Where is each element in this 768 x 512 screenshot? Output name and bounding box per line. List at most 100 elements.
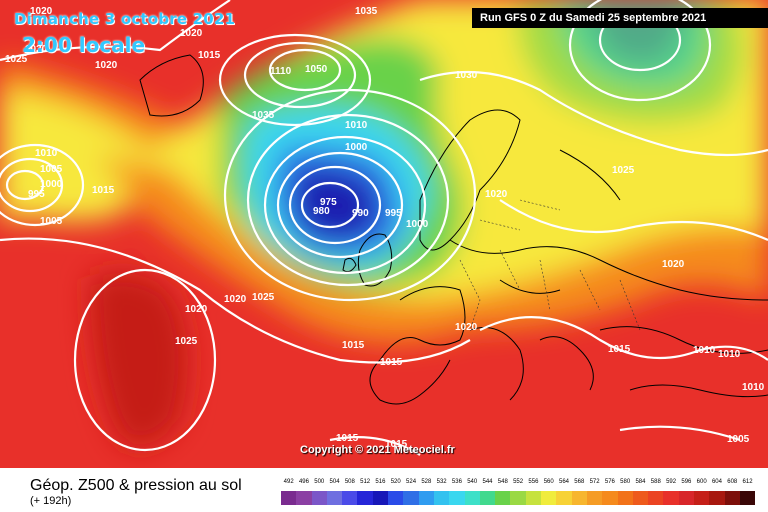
scale-swatch xyxy=(479,491,496,505)
scale-swatch xyxy=(571,491,587,505)
isobar-label: 1015 xyxy=(380,357,403,368)
scale-label: 492 xyxy=(283,479,294,485)
scale-swatch xyxy=(311,491,327,505)
forecast-date: Dimanche 3 octobre 2021 xyxy=(14,10,236,28)
scale-cell: 500 xyxy=(311,479,327,509)
scale-label: 504 xyxy=(329,479,340,485)
isobar-label: 1010 xyxy=(35,148,58,159)
scale-swatch xyxy=(556,491,572,505)
scale-label: 496 xyxy=(298,479,309,485)
scale-swatch xyxy=(632,491,649,505)
scale-cell: 604 xyxy=(709,479,725,509)
isobar-label: 1015 xyxy=(342,340,365,351)
scale-swatch xyxy=(464,491,480,505)
isobar-label: 1000 xyxy=(406,219,429,230)
scale-swatch xyxy=(541,491,557,505)
scale-swatch xyxy=(388,491,404,505)
scale-swatch xyxy=(418,491,434,505)
scale-swatch xyxy=(602,491,618,505)
scale-label: 600 xyxy=(696,479,707,485)
scale-label: 576 xyxy=(604,479,615,485)
scale-label: 516 xyxy=(375,479,386,485)
isobar-label: 1020 xyxy=(180,28,203,39)
isobar-label: 1020 xyxy=(485,189,508,200)
scale-cell: 524 xyxy=(403,479,419,509)
scale-cell: 600 xyxy=(694,479,710,509)
coastlines xyxy=(139,54,768,405)
isobar-label: 990 xyxy=(352,208,369,219)
isobar-label: 1015 xyxy=(608,344,631,355)
isobar-label: 1010 xyxy=(718,349,741,360)
scale-swatch xyxy=(617,491,633,505)
color-scale: 492 496 500 504 508 512 516 520 524 528 532 536 540 5… xyxy=(281,479,756,509)
scale-swatch xyxy=(372,491,389,505)
scale-swatch xyxy=(525,491,542,505)
scale-cell: 496 xyxy=(296,479,312,509)
scale-label: 560 xyxy=(543,479,554,485)
isobar-label: 1000 xyxy=(345,142,368,153)
scale-label: 556 xyxy=(528,479,539,485)
isobar-label: 1110 xyxy=(270,66,292,77)
forecast-time: 2:00 locale xyxy=(22,33,146,57)
isobar-label: 1030 xyxy=(455,70,478,81)
scale-swatch xyxy=(663,491,679,505)
scale-label: 604 xyxy=(711,479,722,485)
scale-label: 568 xyxy=(574,479,585,485)
scale-swatch xyxy=(495,491,511,505)
scale-cell: 536 xyxy=(449,479,465,509)
isobar-label: 995 xyxy=(385,208,402,219)
scale-swatch xyxy=(709,491,725,505)
isobar-label: 1000 xyxy=(40,179,63,190)
map-canvas: 1020 1025 1020 1035 1020 1030 1015 1110 1050 1035… xyxy=(0,0,768,468)
isobar-label: 1035 xyxy=(252,110,275,121)
scale-cell: 532 xyxy=(433,479,450,509)
scale-cell: 512 xyxy=(357,479,373,509)
scale-label: 552 xyxy=(513,479,524,485)
scale-cell: 608 xyxy=(724,479,740,509)
scale-cell: 556 xyxy=(525,479,542,509)
pressure-labels: 1020 1025 1020 1035 1020 1030 1015 1110 1050 1035… xyxy=(5,6,765,450)
scale-swatch xyxy=(403,491,419,505)
isobar-label: 980 xyxy=(313,206,330,217)
isobar-label: 1015 xyxy=(336,433,359,444)
scale-label: 508 xyxy=(344,479,355,485)
scale-cell: 588 xyxy=(648,479,664,509)
scale-swatch xyxy=(326,491,343,505)
scale-cell: 592 xyxy=(663,479,679,509)
scale-swatch xyxy=(724,491,740,505)
scale-cell: 612 xyxy=(739,479,756,509)
borders xyxy=(459,199,641,331)
copyright: Copyright © 2021 Meteociel.fr xyxy=(300,444,455,456)
scale-cell: 540 xyxy=(464,479,480,509)
isobar-label: 1020 xyxy=(662,259,685,270)
isobar-label: 1020 xyxy=(30,6,53,17)
run-info: Run GFS 0 Z du Samedi 25 septembre 2021 xyxy=(472,8,768,28)
isobar-label: 975 xyxy=(320,197,337,208)
scale-swatch xyxy=(586,491,603,505)
scale-cell: 552 xyxy=(510,479,526,509)
legend-footer: Géop. Z500 & pression au sol (+ 192h) 49… xyxy=(0,468,768,512)
isobar-label: 1020 xyxy=(95,60,118,71)
scale-label: 520 xyxy=(390,479,401,485)
scale-swatch xyxy=(281,491,297,505)
scale-swatch xyxy=(357,491,373,505)
isobar-label: 1015 xyxy=(92,185,115,196)
scale-swatch xyxy=(296,491,312,505)
scale-cell: 568 xyxy=(571,479,587,509)
scale-label: 500 xyxy=(314,479,325,485)
isobar-label: 1020 xyxy=(455,322,478,333)
scale-label: 608 xyxy=(727,479,738,485)
scale-label: 588 xyxy=(650,479,661,485)
scale-cell: 520 xyxy=(388,479,404,509)
scale-label: 532 xyxy=(436,479,447,485)
scale-swatch xyxy=(739,491,756,505)
scale-cell: 580 xyxy=(617,479,633,509)
scale-cell: 528 xyxy=(418,479,434,509)
scale-label: 596 xyxy=(681,479,692,485)
scale-label: 528 xyxy=(421,479,432,485)
isobar-label: 1050 xyxy=(305,64,328,75)
scale-cell: 548 xyxy=(495,479,511,509)
scale-label: 548 xyxy=(497,479,508,485)
scale-label: 572 xyxy=(589,479,600,485)
isobar-label: 1005 xyxy=(40,164,63,175)
